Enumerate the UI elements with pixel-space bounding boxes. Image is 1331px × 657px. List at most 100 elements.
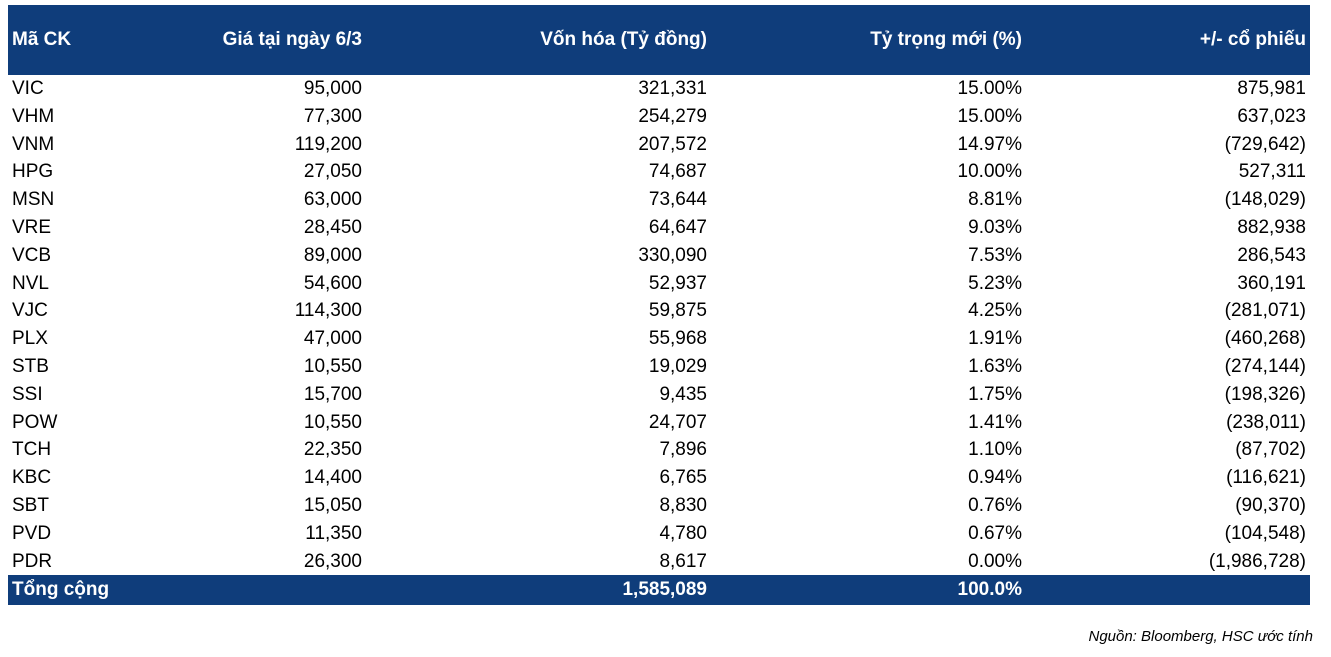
- table-row: STB 10,550 19,029 1.63% (274,144): [8, 353, 1310, 381]
- table-row: PVD 11,350 4,780 0.67% (104,548): [8, 520, 1310, 548]
- cell-market-cap: 8,830: [659, 494, 707, 516]
- cell-new-weight: 15.00%: [957, 78, 1022, 99]
- header-share-change: +/- cổ phiếu: [1026, 5, 1310, 75]
- cell-new-weight: 0.67%: [968, 522, 1022, 544]
- cell-ticker: TCH: [12, 439, 52, 461]
- cell-ticker: PDR: [12, 550, 53, 572]
- cell-share-change: (104,548): [1224, 522, 1306, 544]
- total-label: Tổng cộng: [8, 575, 123, 606]
- cell-new-weight: 1.10%: [968, 439, 1022, 461]
- cell-share-change: (238,011): [1226, 411, 1306, 433]
- cell-share-change: (148,029): [1224, 189, 1306, 211]
- cell-share-change: 286,543: [1237, 244, 1306, 266]
- header-row: Mã CK Giá tại ngày 6/3 Vốn hóa (Tỷ đồng)…: [8, 5, 1310, 75]
- total-market-cap: 1,585,089: [366, 575, 711, 606]
- cell-new-weight: 15.00%: [957, 105, 1022, 127]
- cell-share-change: (460,268): [1224, 328, 1306, 350]
- cell-price: 114,300: [294, 300, 362, 322]
- cell-market-cap: 321,331: [638, 78, 707, 99]
- cell-ticker: VJC: [12, 300, 48, 322]
- cell-ticker: VHM: [12, 105, 55, 127]
- cell-market-cap: 19,029: [648, 355, 707, 377]
- cell-market-cap: 207,572: [638, 133, 707, 155]
- cell-market-cap: 6,765: [659, 467, 707, 489]
- table-row: SSI 15,700 9,435 1.75% (198,326): [8, 381, 1310, 409]
- cell-share-change: (1,986,728): [1208, 550, 1306, 572]
- table-row: VJC 114,300 59,875 4.25% (281,071): [8, 297, 1310, 325]
- cell-market-cap: 254,279: [638, 105, 707, 127]
- header-new-weight: Tỷ trọng mới (%): [711, 5, 1026, 75]
- cell-new-weight: 9.03%: [968, 216, 1022, 238]
- cell-market-cap: 8,617: [659, 550, 707, 572]
- table-header: Mã CK Giá tại ngày 6/3 Vốn hóa (Tỷ đồng)…: [8, 5, 1310, 75]
- cell-price: 95,000: [303, 78, 362, 99]
- cell-share-change: 882,938: [1237, 216, 1306, 238]
- table-row: VNM 119,200 207,572 14.97% (729,642): [8, 131, 1310, 159]
- cell-share-change: 637,023: [1237, 105, 1306, 127]
- table-row: KBC 14,400 6,765 0.94% (116,621): [8, 464, 1310, 492]
- cell-price: 63,000: [303, 189, 362, 211]
- cell-market-cap: 73,644: [648, 189, 707, 211]
- index-weight-table-container: Mã CK Giá tại ngày 6/3 Vốn hóa (Tỷ đồng)…: [8, 5, 1310, 606]
- cell-new-weight: 0.94%: [968, 467, 1022, 489]
- table-row: TCH 22,350 7,896 1.10% (87,702): [8, 436, 1310, 464]
- cell-price: 77,300: [303, 105, 362, 127]
- index-weight-table: Mã CK Giá tại ngày 6/3 Vốn hóa (Tỷ đồng)…: [8, 5, 1310, 606]
- cell-price: 89,000: [303, 244, 362, 266]
- cell-price: 11,350: [305, 522, 362, 544]
- cell-new-weight: 0.00%: [968, 550, 1022, 572]
- cell-ticker: NVL: [12, 272, 49, 294]
- table-body: VIC 95,000 321,331 15.00% 875,981 VHM 77,300 25…: [8, 75, 1310, 575]
- table-row: PLX 47,000 55,968 1.91% (460,268): [8, 325, 1310, 353]
- cell-price: 54,600: [303, 272, 362, 294]
- cell-share-change: 875,981: [1237, 78, 1306, 99]
- cell-share-change: 527,311: [1238, 161, 1306, 183]
- cell-new-weight: 5.23%: [968, 272, 1022, 294]
- table-row: VCB 89,000 330,090 7.53% 286,543: [8, 242, 1310, 270]
- cell-ticker: PVD: [12, 522, 52, 544]
- cell-new-weight: 1.91%: [968, 328, 1022, 350]
- cell-ticker: HPG: [12, 161, 54, 183]
- cell-price: 27,050: [303, 161, 362, 183]
- table-row: SBT 15,050 8,830 0.76% (90,370): [8, 492, 1310, 520]
- cell-price: 119,200: [294, 133, 362, 155]
- table-row: VIC 95,000 321,331 15.00% 875,981: [8, 75, 1310, 103]
- cell-market-cap: 64,647: [648, 216, 707, 238]
- cell-market-cap: 55,968: [648, 328, 707, 350]
- cell-price: 47,000: [303, 328, 362, 350]
- cell-share-change: (729,642): [1224, 133, 1306, 155]
- cell-price: 10,550: [303, 355, 362, 377]
- cell-market-cap: 59,875: [648, 300, 707, 322]
- cell-price: 15,050: [303, 494, 362, 516]
- cell-new-weight: 1.63%: [968, 355, 1022, 377]
- table-row: NVL 54,600 52,937 5.23% 360,191: [8, 270, 1310, 298]
- cell-new-weight: 4.25%: [968, 300, 1022, 322]
- table-row: MSN 63,000 73,644 8.81% (148,029): [8, 186, 1310, 214]
- cell-price: 22,350: [303, 439, 362, 461]
- table-row: HPG 27,050 74,687 10.00% 527,311: [8, 158, 1310, 186]
- header-ticker: Mã CK: [8, 5, 123, 75]
- cell-market-cap: 52,937: [648, 272, 707, 294]
- cell-market-cap: 24,707: [648, 411, 707, 433]
- cell-ticker: VNM: [12, 133, 55, 155]
- cell-price: 14,400: [303, 467, 362, 489]
- total-weight: 100.0%: [711, 575, 1026, 606]
- cell-market-cap: 4,780: [659, 522, 707, 544]
- cell-market-cap: 9,435: [659, 383, 707, 405]
- cell-ticker: SBT: [12, 494, 49, 516]
- cell-share-change: (198,326): [1224, 383, 1306, 405]
- total-row: Tổng cộng 1,585,089 100.0%: [8, 575, 1310, 606]
- total-share-change: [1026, 575, 1310, 606]
- cell-share-change: (274,144): [1224, 355, 1306, 377]
- cell-price: 15,700: [303, 383, 362, 405]
- table-row: VRE 28,450 64,647 9.03% 882,938: [8, 214, 1310, 242]
- cell-share-change: 360,191: [1237, 272, 1306, 294]
- cell-share-change: (90,370): [1235, 494, 1306, 516]
- table-row: VHM 77,300 254,279 15.00% 637,023: [8, 103, 1310, 131]
- cell-ticker: VIC: [12, 78, 44, 99]
- cell-ticker: STB: [12, 355, 49, 377]
- cell-new-weight: 10.00%: [957, 161, 1022, 183]
- cell-new-weight: 8.81%: [968, 189, 1022, 211]
- cell-ticker: KBC: [12, 467, 52, 489]
- cell-price: 10,550: [303, 411, 362, 433]
